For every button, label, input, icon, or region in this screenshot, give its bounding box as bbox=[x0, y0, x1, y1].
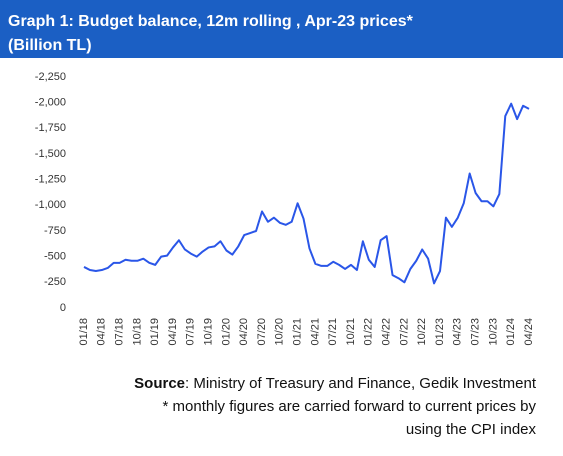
y-tick-label: -500 bbox=[44, 251, 66, 263]
x-tick-label: 10/21 bbox=[345, 318, 357, 346]
source-label: Source bbox=[134, 375, 185, 392]
x-tick-label: 04/23 bbox=[452, 318, 464, 346]
y-tick-label: -2,000 bbox=[35, 97, 66, 109]
x-tick-label: 04/21 bbox=[309, 318, 321, 346]
x-tick-label: 01/24 bbox=[505, 318, 517, 346]
x-tick-label: 04/22 bbox=[381, 318, 393, 346]
y-tick-label: -2,250 bbox=[35, 71, 66, 83]
note: * monthly figures are carried forward to… bbox=[163, 398, 537, 415]
y-tick-label: -750 bbox=[44, 225, 66, 237]
x-tick-label: 01/21 bbox=[292, 318, 304, 346]
x-tick-label: 04/19 bbox=[167, 318, 179, 346]
x-tick-label: 10/23 bbox=[487, 318, 499, 346]
x-tick-label: 07/18 bbox=[114, 318, 126, 346]
data-line bbox=[83, 102, 530, 285]
x-tick-label: 07/21 bbox=[327, 318, 339, 346]
x-tick-label: 07/19 bbox=[185, 318, 197, 346]
x-tick-label: 01/23 bbox=[434, 318, 446, 346]
chart-subtitle: (Billion TL) bbox=[8, 37, 92, 54]
y-tick-label: -1,000 bbox=[35, 199, 66, 211]
y-tick-label: -1,250 bbox=[35, 174, 66, 186]
note: using the CPI index bbox=[406, 421, 537, 438]
x-tick-label: 10/18 bbox=[131, 318, 143, 346]
x-tick-label: 01/18 bbox=[78, 318, 90, 346]
source-text: : Ministry of Treasury and Finance, Gedi… bbox=[185, 375, 537, 392]
x-tick-label: 01/20 bbox=[220, 318, 232, 346]
x-tick-label: 04/20 bbox=[238, 318, 250, 346]
x-tick-label: 04/18 bbox=[96, 318, 108, 346]
x-tick-label: 10/19 bbox=[203, 318, 215, 346]
x-tick-label: 04/24 bbox=[523, 318, 535, 346]
x-tick-label: 10/20 bbox=[274, 318, 286, 346]
source: Source: Ministry of Treasury and Finance… bbox=[134, 375, 537, 392]
x-tick-label: 01/19 bbox=[149, 318, 161, 346]
x-tick-label: 01/22 bbox=[363, 318, 375, 346]
y-tick-label: -1,750 bbox=[35, 122, 66, 134]
header-bar bbox=[0, 0, 563, 58]
x-tick-label: 07/20 bbox=[256, 318, 268, 346]
x-tick-label: 07/22 bbox=[398, 318, 410, 346]
x-tick-label: 10/22 bbox=[416, 318, 428, 346]
x-tick-label: 07/23 bbox=[470, 318, 482, 346]
chart-title: Graph 1: Budget balance, 12m rolling , A… bbox=[8, 13, 414, 30]
y-tick-label: -250 bbox=[44, 276, 66, 288]
y-tick-label: 0 bbox=[60, 302, 66, 314]
y-tick-label: -1,500 bbox=[35, 148, 66, 160]
